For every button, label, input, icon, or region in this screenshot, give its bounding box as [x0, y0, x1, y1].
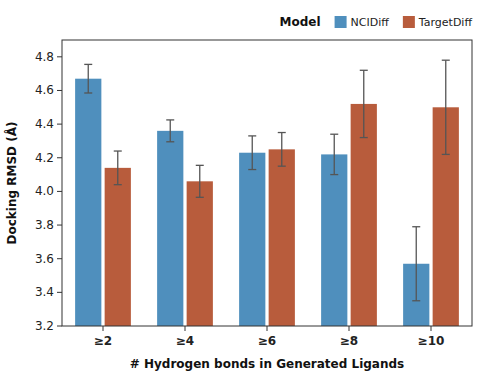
y-tick-label: 4.6	[35, 83, 54, 97]
y-axis-label: Docking RMSD (Å)	[4, 122, 19, 245]
y-tick-label: 3.2	[35, 319, 54, 333]
error-line	[416, 227, 417, 301]
error-bar	[412, 227, 420, 301]
error-line	[445, 60, 446, 154]
error-bar	[360, 70, 368, 137]
x-axis-label: # Hydrogen bonds in Generated Ligands	[130, 357, 404, 371]
chart-container: 3.2 3.4 3.6 3.8 4.0 4.2 4.4 4.6 4.8 ≥2 ≥4 ≥6 ≥8 ≥10 # …	[0, 0, 484, 378]
bar	[187, 181, 213, 326]
y-tick	[57, 191, 62, 192]
error-line	[281, 133, 282, 167]
error-line	[334, 134, 335, 174]
bar	[105, 168, 131, 326]
error-cap	[114, 150, 122, 151]
x-axis: ≥2 ≥4 ≥6 ≥8 ≥10	[94, 326, 445, 348]
error-cap	[360, 137, 368, 138]
error-line	[363, 70, 364, 137]
x-tick	[185, 326, 186, 331]
bars	[75, 60, 459, 326]
y-axis: 3.2 3.4 3.6 3.8 4.0 4.2 4.4 4.6 4.8	[35, 50, 62, 333]
error-bar	[196, 165, 204, 197]
error-line	[252, 136, 253, 170]
error-bar	[248, 136, 256, 170]
y-tick	[57, 157, 62, 158]
error-cap	[278, 166, 286, 167]
y-tick-label: 4.2	[35, 151, 54, 165]
error-cap	[248, 135, 256, 136]
x-tick-label: ≥4	[176, 334, 194, 348]
error-bar	[114, 151, 122, 185]
y-tick	[57, 292, 62, 293]
error-bar	[84, 64, 92, 93]
bar	[269, 149, 295, 326]
legend: Model NCIDiff TargetDiff	[280, 15, 473, 29]
x-tick	[267, 326, 268, 331]
error-line	[88, 64, 89, 93]
error-cap	[166, 119, 174, 120]
y-tick-label: 4.4	[35, 117, 54, 131]
error-bar	[442, 60, 450, 154]
y-tick	[57, 225, 62, 226]
error-cap	[166, 141, 174, 142]
y-tick	[57, 56, 62, 57]
legend-label: NCIDiff	[351, 16, 390, 29]
error-line	[199, 165, 200, 197]
y-tick-label: 3.6	[35, 252, 54, 266]
error-cap	[412, 226, 420, 227]
error-cap	[196, 197, 204, 198]
error-cap	[84, 92, 92, 93]
x-tick-label: ≥6	[258, 334, 276, 348]
bar	[75, 79, 101, 326]
y-tick	[57, 124, 62, 125]
x-tick-label: ≥8	[340, 334, 358, 348]
error-cap	[330, 174, 338, 175]
x-tick-label: ≥2	[94, 334, 112, 348]
error-cap	[248, 169, 256, 170]
x-tick	[349, 326, 350, 331]
y-tick	[57, 258, 62, 259]
y-tick-label: 4.8	[35, 50, 54, 64]
error-bar	[330, 134, 338, 174]
error-cap	[360, 70, 368, 71]
error-cap	[442, 154, 450, 155]
error-cap	[442, 60, 450, 61]
legend-label: TargetDiff	[418, 16, 473, 29]
error-cap	[84, 64, 92, 65]
error-cap	[114, 184, 122, 185]
y-tick-label: 3.8	[35, 218, 54, 232]
y-tick	[57, 90, 62, 91]
chart-svg: 3.2 3.4 3.6 3.8 4.0 4.2 4.4 4.6 4.8 ≥2 ≥4 ≥6 ≥8 ≥10 # …	[0, 0, 484, 378]
legend-swatch	[335, 16, 347, 28]
x-tick	[431, 326, 432, 331]
error-cap	[196, 165, 204, 166]
error-cap	[278, 132, 286, 133]
bar	[157, 131, 183, 326]
bar	[239, 153, 265, 326]
error-line	[117, 151, 118, 185]
y-tick-label: 4.0	[35, 184, 54, 198]
x-tick	[103, 326, 104, 331]
error-bar	[278, 133, 286, 167]
error-bar	[166, 120, 174, 142]
plot-frame	[62, 40, 472, 326]
error-line	[170, 120, 171, 142]
y-tick-label: 3.4	[35, 285, 54, 299]
y-tick	[57, 326, 62, 327]
x-tick-label: ≥10	[418, 334, 445, 348]
error-cap	[412, 300, 420, 301]
bar	[321, 154, 347, 326]
legend-swatch	[403, 16, 415, 28]
error-cap	[330, 134, 338, 135]
legend-title: Model	[280, 15, 321, 29]
bar	[351, 104, 377, 326]
